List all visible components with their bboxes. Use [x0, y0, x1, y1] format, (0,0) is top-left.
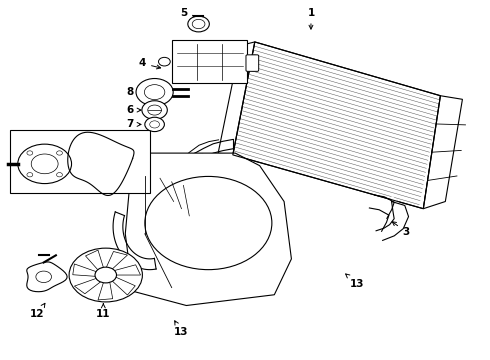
Text: 11: 11 — [96, 304, 111, 319]
Circle shape — [27, 151, 33, 155]
Polygon shape — [98, 282, 113, 300]
Text: 6: 6 — [126, 105, 141, 115]
Circle shape — [188, 16, 209, 32]
Circle shape — [69, 248, 143, 302]
Text: 13: 13 — [345, 274, 365, 289]
Polygon shape — [218, 42, 255, 155]
Text: 5: 5 — [180, 8, 195, 19]
Circle shape — [136, 78, 173, 106]
Circle shape — [142, 101, 167, 120]
Polygon shape — [73, 264, 96, 276]
Circle shape — [56, 172, 62, 177]
Text: 8: 8 — [126, 87, 141, 97]
Text: 4: 4 — [139, 58, 161, 69]
Circle shape — [150, 121, 159, 128]
Polygon shape — [125, 153, 292, 306]
Text: 13: 13 — [174, 321, 189, 337]
Circle shape — [56, 151, 62, 155]
Polygon shape — [423, 96, 463, 209]
Circle shape — [18, 144, 72, 184]
Text: 2: 2 — [185, 154, 203, 169]
Bar — [10, 130, 150, 193]
Circle shape — [159, 57, 170, 66]
Polygon shape — [74, 278, 100, 294]
Circle shape — [192, 19, 205, 29]
Circle shape — [31, 154, 58, 174]
Polygon shape — [85, 149, 117, 178]
Polygon shape — [106, 252, 127, 269]
Bar — [172, 40, 247, 83]
Text: 1: 1 — [307, 8, 315, 29]
Circle shape — [145, 176, 272, 270]
Polygon shape — [86, 250, 103, 270]
Circle shape — [145, 117, 164, 132]
Circle shape — [95, 267, 117, 283]
Polygon shape — [233, 42, 441, 209]
Circle shape — [145, 85, 165, 100]
Polygon shape — [112, 277, 135, 295]
FancyBboxPatch shape — [246, 55, 259, 71]
Text: 12: 12 — [30, 303, 45, 319]
Text: 9: 9 — [68, 141, 80, 153]
Polygon shape — [115, 265, 141, 275]
Circle shape — [27, 172, 33, 177]
Circle shape — [36, 271, 51, 283]
Text: 10: 10 — [89, 168, 103, 183]
Text: 7: 7 — [126, 120, 141, 129]
Text: 3: 3 — [392, 222, 410, 237]
Polygon shape — [27, 262, 67, 292]
Circle shape — [148, 105, 161, 115]
